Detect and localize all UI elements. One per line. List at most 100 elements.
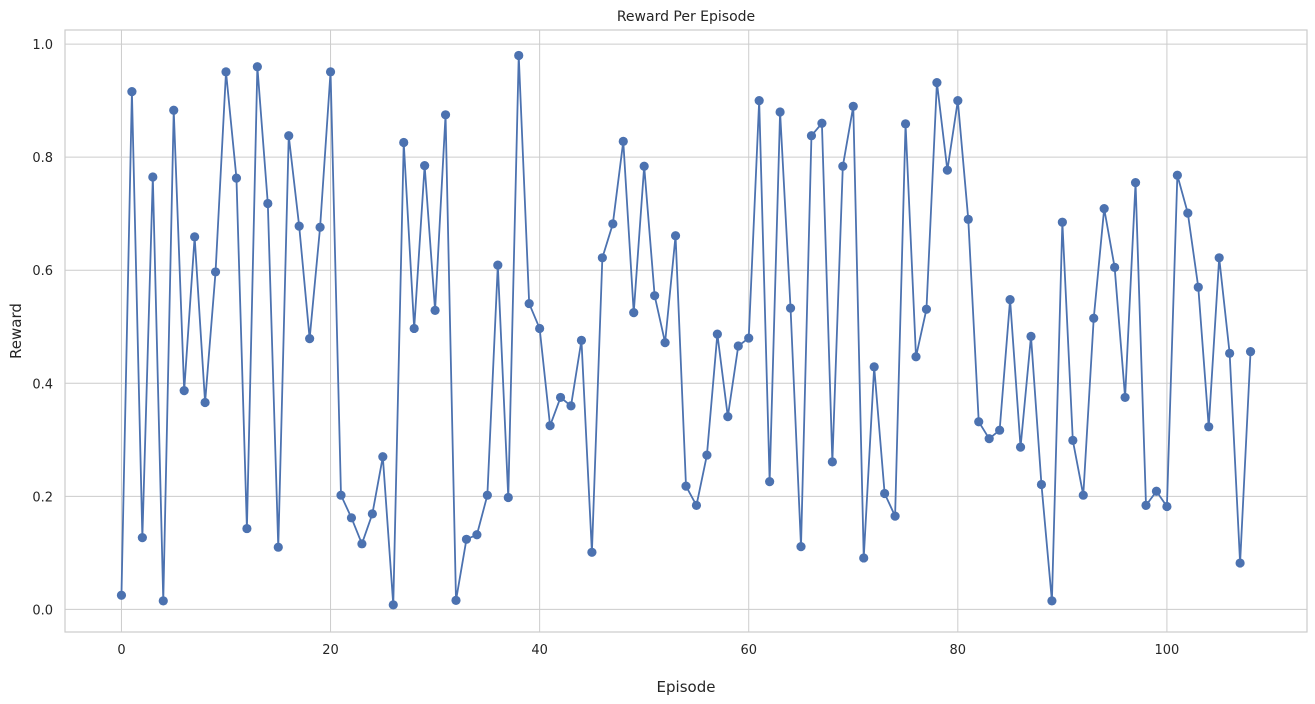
data-point <box>158 596 168 606</box>
y-tick-label: 0.6 <box>32 264 53 279</box>
y-tick-label: 0.8 <box>32 151 53 166</box>
data-point <box>325 67 336 77</box>
data-point <box>806 131 817 141</box>
data-point <box>315 222 325 232</box>
data-point <box>1089 313 1099 323</box>
plot-frame <box>64 29 1308 633</box>
x-tick-label: 0 <box>117 643 125 658</box>
data-point <box>1183 208 1193 218</box>
x-axis-label: Episode <box>657 678 716 696</box>
x-tick-label: 20 <box>322 643 339 658</box>
data-point <box>702 450 712 460</box>
data-point <box>430 305 440 315</box>
data-point <box>754 96 764 106</box>
data-point <box>723 412 733 422</box>
data-point <box>535 323 545 334</box>
data-point <box>576 335 587 345</box>
x-tick-labels: 0 20 40 60 80 100 <box>117 643 1179 658</box>
data-point <box>963 214 973 224</box>
x-tick-label: 80 <box>950 643 967 658</box>
y-tick-label: 0.2 <box>32 490 53 505</box>
data-point <box>440 110 451 120</box>
data-point <box>817 118 827 128</box>
data-point <box>1078 490 1088 500</box>
y-tick-label: 0.4 <box>32 377 53 392</box>
data-point <box>388 600 398 610</box>
data-point <box>921 304 932 314</box>
data-point <box>618 136 628 146</box>
data-point <box>1068 435 1078 445</box>
data-point <box>1141 500 1151 510</box>
data-point <box>545 421 555 431</box>
data-point <box>503 492 513 503</box>
data-point <box>305 334 315 344</box>
data-point <box>587 547 597 557</box>
data-point <box>1015 442 1026 452</box>
data-point <box>169 105 179 115</box>
data-point <box>932 77 942 88</box>
data-point <box>995 425 1005 435</box>
data-point <box>1057 217 1067 227</box>
chart-title: Reward Per Episode <box>617 9 755 25</box>
data-point <box>639 161 649 171</box>
data-point <box>900 119 911 129</box>
data-point <box>953 96 963 106</box>
y-tick-labels: 0.0 0.2 0.4 0.6 0.8 1.0 <box>32 38 53 618</box>
data-point <box>942 165 952 175</box>
data-point <box>137 533 147 543</box>
data-point <box>1214 253 1224 263</box>
data-point <box>660 337 670 348</box>
y-tick-label: 0.0 <box>32 603 53 618</box>
data-point <box>210 267 221 277</box>
data-point <box>461 534 472 544</box>
data-point <box>1245 347 1256 357</box>
data-point <box>1151 486 1162 496</box>
data-point <box>1005 295 1015 305</box>
data-point <box>733 341 743 351</box>
grid-lines <box>65 30 1307 632</box>
y-tick-label: 1.0 <box>32 38 53 53</box>
data-point <box>827 457 837 467</box>
data-point <box>294 221 304 231</box>
data-point <box>409 323 419 334</box>
data-point <box>420 161 430 171</box>
data-point <box>681 481 691 491</box>
data-point <box>566 401 576 411</box>
data-point <box>231 173 242 183</box>
data-point <box>190 232 200 242</box>
data-point <box>890 511 900 521</box>
data-point <box>712 329 722 339</box>
data-point <box>1099 204 1109 214</box>
data-point <box>859 553 869 563</box>
data-point <box>378 452 388 462</box>
data-point <box>179 386 189 396</box>
data-point <box>336 490 346 500</box>
data-point <box>1110 262 1120 273</box>
data-point <box>1225 348 1235 358</box>
data-point <box>1047 596 1057 606</box>
data-point <box>451 595 461 605</box>
data-point <box>838 161 848 171</box>
data-point <box>346 513 357 523</box>
data-point <box>765 477 775 487</box>
data-point <box>1204 422 1214 432</box>
data-point <box>1026 331 1036 341</box>
data-point <box>524 298 534 309</box>
data-point <box>650 291 660 301</box>
data-point <box>221 67 231 77</box>
data-point <box>200 397 210 408</box>
data-point <box>284 131 294 141</box>
data-point <box>775 107 785 117</box>
data-point <box>482 490 492 500</box>
x-tick-label: 60 <box>740 643 757 658</box>
data-point <box>263 198 273 209</box>
data-point <box>367 509 377 519</box>
data-point <box>116 590 127 600</box>
data-point <box>629 308 639 318</box>
data-point <box>911 352 921 362</box>
data-point <box>785 303 796 313</box>
data-point <box>869 362 879 372</box>
data-point <box>148 172 158 182</box>
data-point <box>514 50 524 61</box>
